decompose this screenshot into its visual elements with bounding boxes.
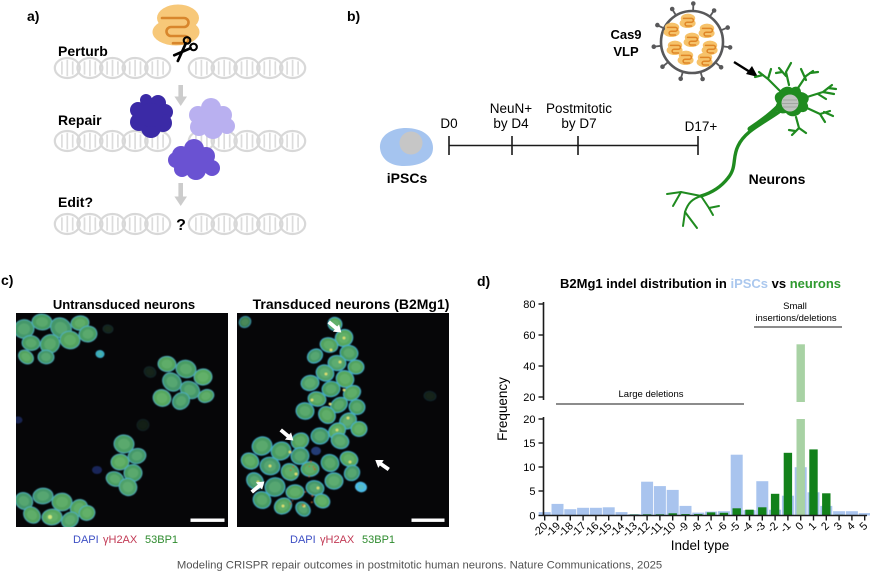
svg-text:60: 60 [523,330,535,342]
svg-text:15: 15 [523,438,535,450]
svg-text:Edit?: Edit? [58,194,93,210]
svg-text:D17+: D17+ [685,119,718,134]
svg-text:20: 20 [523,392,535,404]
svg-text:53BP1: 53BP1 [362,534,395,546]
svg-text:Cas9: Cas9 [610,27,641,42]
svg-text:by D4: by D4 [493,116,529,131]
svg-text:γH2AX: γH2AX [103,534,138,546]
svg-text:iPSCs: iPSCs [387,170,428,186]
svg-text:DAPI: DAPI [290,534,316,546]
svg-text:20: 20 [523,414,535,426]
svg-text:10: 10 [523,462,535,474]
svg-text:5: 5 [529,486,535,498]
svg-text:DAPI: DAPI [73,534,99,546]
svg-text:Frequency: Frequency [495,377,510,441]
svg-text:Neurons: Neurons [749,171,806,187]
svg-text:a): a) [27,8,39,24]
svg-text:D0: D0 [440,116,457,131]
svg-text:Postmitotic: Postmitotic [546,101,612,116]
svg-text:Indel type: Indel type [671,538,730,553]
svg-text:?: ? [176,217,186,234]
svg-text:Perturb: Perturb [58,43,108,59]
svg-text:Untransduced neurons: Untransduced neurons [53,297,195,312]
svg-text:53BP1: 53BP1 [145,534,178,546]
svg-text:0: 0 [529,511,535,523]
svg-text:Transduced neurons (B2Mg1): Transduced neurons (B2Mg1) [253,296,450,312]
svg-text:insertions/deletions: insertions/deletions [755,313,837,324]
svg-text:40: 40 [523,361,535,373]
svg-text:γH2AX: γH2AX [320,534,355,546]
svg-text:Repair: Repair [58,112,102,128]
svg-text:c): c) [1,272,13,288]
svg-text:VLP: VLP [613,44,639,59]
svg-text:80: 80 [523,299,535,311]
svg-text:d): d) [477,273,490,289]
svg-text:B2Mg1 indel distribution in iP: B2Mg1 indel distribution in iPSCs vs neu… [560,276,841,291]
svg-text:Modeling CRISPR repair outcome: Modeling CRISPR repair outcomes in postm… [177,560,662,572]
svg-text:Large deletions: Large deletions [619,389,684,400]
svg-text:by D7: by D7 [561,116,596,131]
svg-text:Small: Small [783,301,807,312]
svg-text:b): b) [347,8,360,24]
svg-text:NeuN+: NeuN+ [490,101,533,116]
